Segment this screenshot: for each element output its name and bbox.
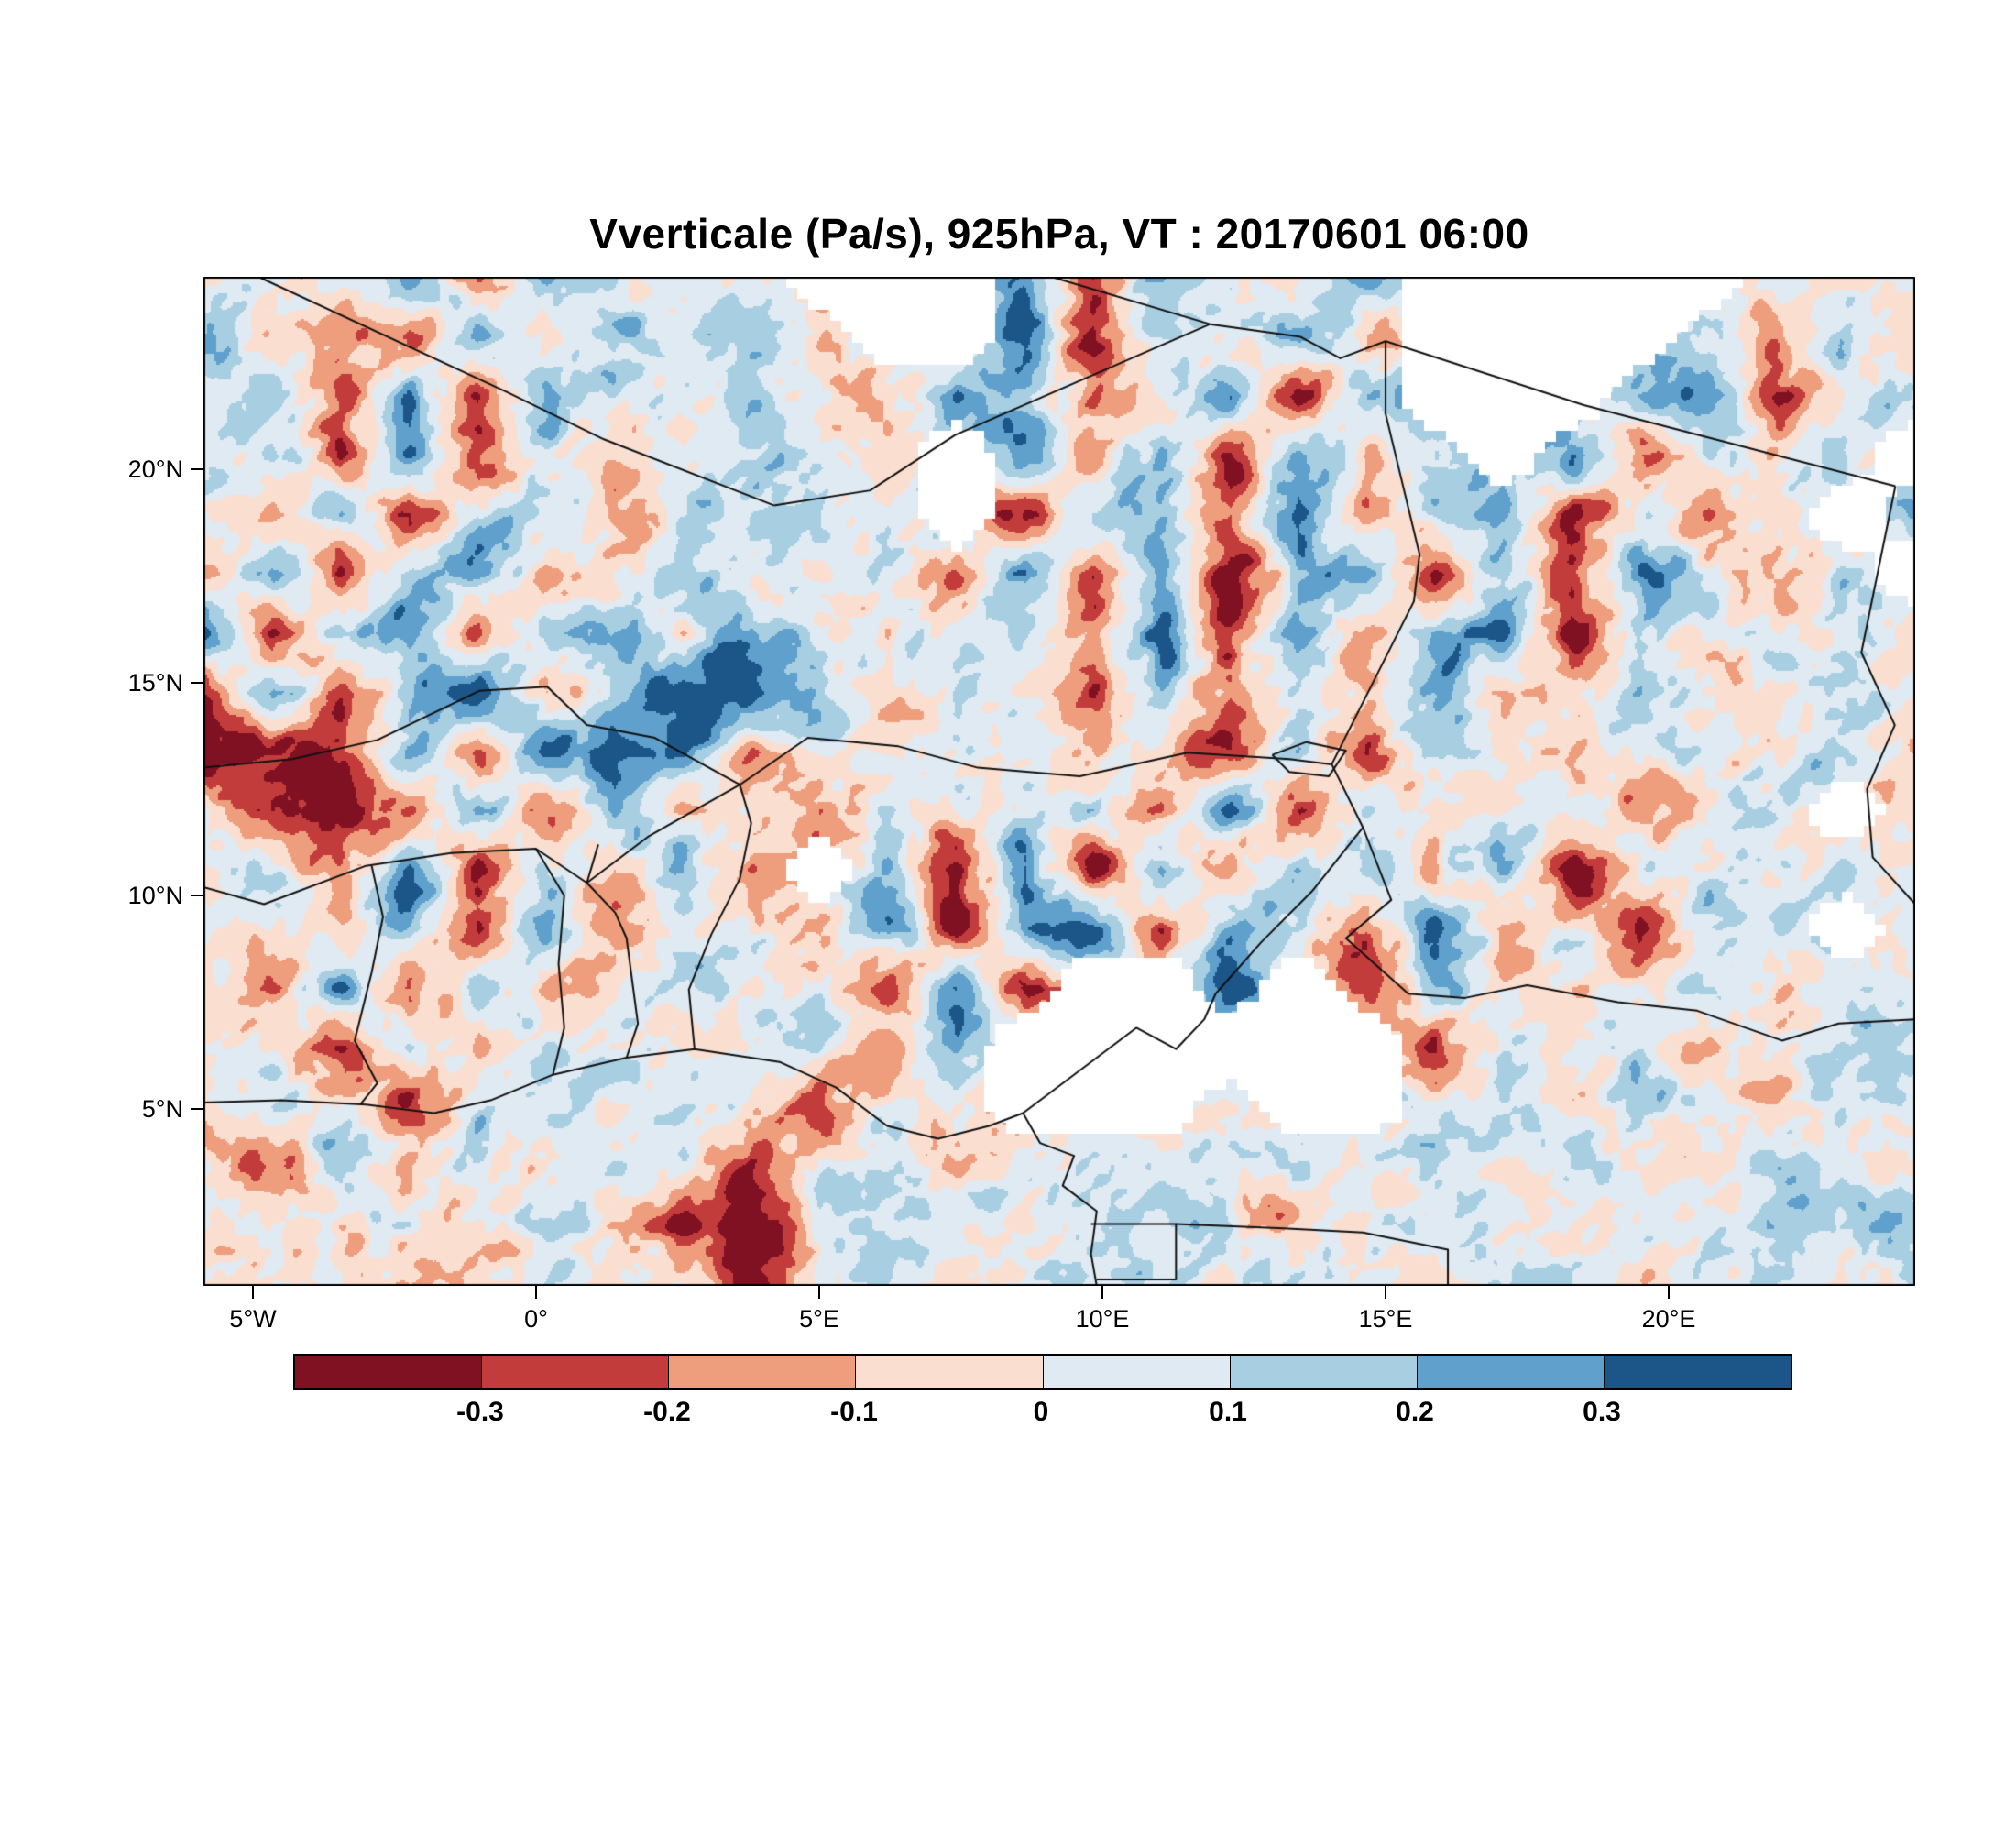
colorbar-swatch-1 <box>482 1356 670 1388</box>
x-tick-label-15e: 15°E <box>1358 1305 1413 1333</box>
y-tick-mark <box>191 1108 203 1110</box>
colorbar-swatch-0 <box>295 1356 483 1388</box>
colorbar-swatch-5 <box>1230 1356 1418 1388</box>
y-tick-label-10n: 10°N <box>127 882 183 909</box>
colorbar-tick-label: 0.1 <box>1209 1397 1247 1427</box>
y-tick-label-15n: 15°N <box>127 669 183 697</box>
colorbar-tick-label: -0.3 <box>456 1397 504 1427</box>
x-tick-mark <box>1101 1286 1103 1299</box>
x-tick-label-5e: 5°E <box>799 1305 839 1333</box>
colorbar-swatch-7 <box>1604 1356 1791 1388</box>
x-tick-mark <box>535 1286 537 1299</box>
y-tick-label-20n: 20°N <box>127 456 183 483</box>
x-tick-label-0: 0° <box>524 1305 548 1333</box>
map-panel <box>203 277 1915 1286</box>
colorbar-tick-label: -0.2 <box>643 1397 691 1427</box>
y-tick-label-5n: 5°N <box>141 1095 183 1123</box>
colorbar-swatch-6 <box>1417 1356 1605 1388</box>
x-tick-label-5w: 5°W <box>229 1305 277 1333</box>
colorbar-swatch-2 <box>669 1356 857 1388</box>
chart-title: Vverticale (Pa/s), 925hPa, VT : 20170601… <box>589 210 1529 258</box>
heatmap-canvas <box>203 277 1915 1286</box>
x-tick-mark <box>1385 1286 1386 1299</box>
x-tick-label-10e: 10°E <box>1075 1305 1130 1333</box>
colorbar-tick-label: -0.1 <box>830 1397 878 1427</box>
x-tick-label-20e: 20°E <box>1641 1305 1696 1333</box>
colorbar-swatch-4 <box>1043 1356 1231 1388</box>
y-tick-mark <box>191 468 203 470</box>
colorbar-tick-label: 0.2 <box>1396 1397 1434 1427</box>
x-tick-mark <box>1668 1286 1670 1299</box>
colorbar-tick-label: 0.3 <box>1583 1397 1621 1427</box>
colorbar <box>293 1354 1792 1390</box>
x-tick-mark <box>818 1286 820 1299</box>
colorbar-tick-label: 0 <box>1033 1397 1049 1427</box>
x-tick-mark <box>252 1286 254 1299</box>
y-tick-mark <box>191 895 203 896</box>
colorbar-swatch-3 <box>856 1356 1044 1388</box>
y-tick-mark <box>191 682 203 684</box>
